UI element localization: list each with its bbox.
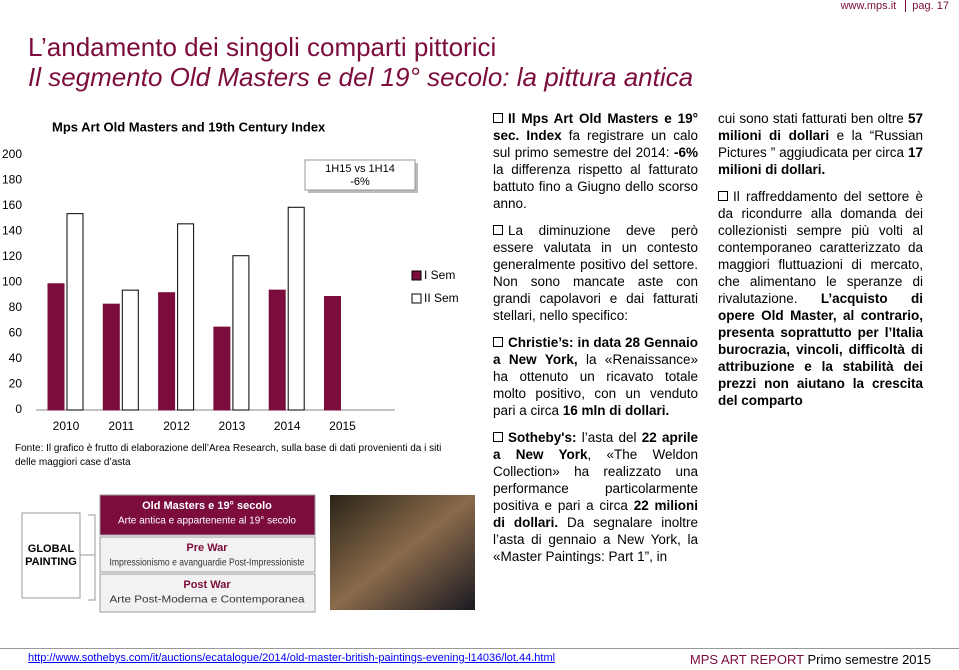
text-run: Sotheby's: — [508, 430, 577, 445]
text-run: La diminuzione deve però essere valutata… — [493, 223, 698, 323]
bar — [66, 213, 84, 411]
y-tick-label: 40 — [9, 351, 23, 365]
y-tick-label: 80 — [9, 300, 23, 314]
category-subtitle: Arte Post-Moderna e Contemporanea — [110, 595, 306, 606]
page-number: pag. 17 — [912, 0, 949, 12]
footer-report: MPS ART REPORT Primo semestre 2015 — [690, 652, 931, 667]
category-title: Old Masters e 19° secolo — [142, 500, 272, 512]
paragraph: Christie’s: in data 28 Gennaio a New Yor… — [493, 334, 698, 419]
separator — [905, 0, 907, 12]
site: www.mps.it — [840, 0, 897, 12]
y-tick-label: 120 — [2, 249, 22, 263]
text-run: Il Mps Art Old Masters e 19° sec. Index — [493, 111, 698, 143]
legend-label: I Sem — [424, 268, 455, 282]
paragraph: La diminuzione deve però essere valutata… — [493, 222, 698, 324]
text-run: fa registrare un calo sul primo semestre… — [493, 128, 698, 160]
bullet — [493, 113, 503, 123]
paragraph: cui sono stati fatturati ben oltre 57 mi… — [718, 110, 923, 178]
report-name: MPS ART REPORT — [689, 652, 804, 667]
text-column: Il Mps Art Old Masters e 19° sec. Index … — [493, 110, 698, 575]
text-run: 17 milioni di dollari. — [718, 145, 923, 177]
x-tick-label: 2012 — [163, 419, 190, 433]
x-tick-label: 2010 — [53, 419, 80, 433]
annotation: 1H15 vs 1H14 — [325, 163, 395, 175]
x-tick-label: 2014 — [274, 419, 301, 433]
report-period: Primo semestre 2015 — [807, 652, 931, 667]
root-word: GLOBAL — [28, 543, 75, 555]
bar — [287, 206, 305, 411]
root-word: PAINTING — [25, 556, 77, 568]
paragraph: Il raffreddamento del settore è da ricon… — [718, 188, 923, 409]
root-label: GLOBAL PAINTING — [25, 543, 77, 568]
category-box — [99, 536, 316, 573]
bar — [324, 296, 341, 411]
bullet — [493, 337, 503, 347]
text-run: la «Renaissance» ha ottenuto un ricavato… — [493, 352, 698, 418]
text-run: 22 milioni di dollari. — [493, 498, 698, 530]
text-run: 22 aprile a New York — [493, 430, 698, 462]
category-subtitle: Arte antica e appartenente al 19° secolo — [118, 516, 296, 527]
x-tick-label: 2011 — [108, 419, 134, 433]
category-box — [99, 494, 316, 536]
bracket — [80, 514, 96, 601]
y-tick-label: 0 — [15, 402, 22, 416]
bar — [121, 289, 139, 411]
text-run: L’acquisto di opere Old Master, al contr… — [718, 291, 923, 408]
category-box — [99, 573, 316, 613]
footer-link[interactable]: http://www.sothebys.com/it/auctions/ecat… — [28, 652, 556, 664]
annotation-box — [304, 159, 416, 191]
text-run: e la “Russian Pictures ” aggiudicata per… — [718, 128, 923, 160]
bar — [232, 255, 250, 411]
bullet — [493, 432, 503, 442]
header: www.mps.it pag. 17 — [841, 0, 949, 12]
bar — [177, 223, 195, 411]
text-run: -6% — [673, 145, 698, 160]
text-run: cui sono stati fatturati ben oltre — [718, 111, 908, 126]
x-tick-label: 2013 — [219, 419, 246, 433]
y-tick-label: 160 — [2, 198, 22, 212]
text-run: la differenza rispetto al fatturato batt… — [493, 162, 698, 211]
y-tick-label: 200 — [2, 147, 22, 161]
root-box — [21, 512, 81, 599]
bar — [158, 292, 176, 411]
annotation: -6% — [350, 176, 370, 188]
text-run: l’asta del — [576, 430, 642, 445]
text-run: Christie’s: in data 28 Gennaio a New Yor… — [493, 335, 698, 367]
text-run: Da segnalare inoltre l’asta di gennaio a… — [493, 515, 698, 564]
paragraph: Sotheby's: l’asta del 22 aprile a New Yo… — [493, 429, 698, 565]
x-tick-label: 2015 — [329, 419, 356, 433]
category-title: Post War — [183, 579, 231, 591]
y-tick-label: 60 — [9, 326, 23, 340]
legend-swatch — [411, 293, 422, 304]
y-tick-label: 20 — [9, 377, 23, 391]
source: Fonte: Il grafico è frutto di elaborazio… — [15, 443, 442, 468]
bar — [47, 283, 65, 411]
legend-swatch — [411, 270, 422, 281]
bullet — [493, 225, 503, 235]
bar — [268, 289, 286, 411]
painting — [330, 495, 475, 610]
subtitle: Il segmento Old Masters e del 19° secolo… — [28, 62, 694, 92]
chart-title: Mps Art Old Masters and 19th Century Ind… — [52, 119, 326, 134]
y-tick-label: 180 — [2, 173, 22, 187]
category-subtitle: Impressionismo e avanguardie Post-Impres… — [110, 558, 305, 569]
bar — [102, 303, 120, 411]
legend-label: II Sem — [424, 291, 459, 305]
text-run: 57 milioni di dollari — [718, 111, 923, 143]
text-run: Il raffreddamento del settore è da ricon… — [718, 189, 923, 306]
footer-rule — [0, 648, 959, 649]
category-title: Pre War — [186, 542, 228, 554]
bullet — [718, 191, 728, 201]
bar — [213, 326, 231, 411]
y-tick-label: 140 — [2, 224, 22, 238]
text-run: , «The Weldon Collection» ha realizzato … — [493, 447, 698, 513]
text-column: cui sono stati fatturati ben oltre 57 mi… — [718, 110, 923, 419]
paragraph: Il Mps Art Old Masters e 19° sec. Index … — [493, 110, 698, 212]
y-tick-label: 100 — [2, 275, 22, 289]
title: L’andamento dei singoli comparti pittori… — [28, 32, 497, 62]
text-run: 16 mln di dollari. — [562, 403, 670, 418]
